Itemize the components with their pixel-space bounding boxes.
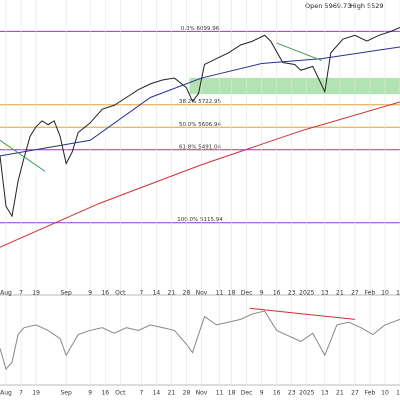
x-tick-label: 18: [228, 290, 236, 297]
x-tick-label: 7: [19, 390, 23, 397]
series-line: [0, 46, 400, 157]
x-tick-label: 21: [336, 390, 344, 397]
x-tick-label: Aug: [0, 290, 12, 297]
x-tick-label: 16: [273, 390, 281, 397]
fib-label: 38.2% 5722.95: [179, 99, 221, 105]
x-tick-label: 28: [183, 390, 191, 397]
x-tick-label: 18: [396, 290, 400, 297]
x-tick-label: Dec: [241, 390, 253, 397]
x-tick-label: Oct: [115, 290, 126, 297]
x-tick-label: 7: [139, 290, 143, 297]
x-tick-label: 9: [88, 290, 92, 297]
fib-label: 0.0% 6099.96: [181, 26, 220, 32]
open-label: Open 5969.73: [305, 2, 351, 10]
series-line: [0, 139, 46, 172]
x-tick-label: Nov: [196, 390, 208, 397]
x-tick-label: 11: [216, 290, 224, 297]
high-label: High 5529: [350, 2, 384, 10]
series-line: [0, 310, 400, 371]
x-tick-label: 21: [168, 290, 176, 297]
x-tick-label: 14: [153, 390, 161, 397]
x-tick-label: 2025: [299, 290, 314, 297]
x-tick-label: 7: [19, 290, 23, 297]
fib-label: 100.0% 5115.94: [177, 217, 223, 223]
x-tick-label: Feb: [365, 290, 376, 297]
x-tick-label: 19: [32, 290, 40, 297]
x-tick-label: 9: [88, 390, 92, 397]
x-tick-label: 18: [228, 390, 236, 397]
x-tick-label: 16: [273, 290, 281, 297]
fib-label: 50.0% 5606.94: [179, 122, 221, 128]
x-tick-label: Sep: [61, 290, 73, 297]
x-tick-label: Feb: [365, 390, 376, 397]
x-tick-label: 14: [153, 290, 161, 297]
x-tick-label: Aug: [0, 390, 12, 397]
series-line: [276, 42, 322, 62]
series-line: [0, 27, 400, 218]
x-tick-label: 21: [336, 290, 344, 297]
x-tick-label: Dec: [241, 290, 253, 297]
x-tick-label: 19: [32, 390, 40, 397]
x-tick-label: 16: [101, 290, 109, 297]
x-tick-label: 2025: [299, 390, 314, 397]
x-tick-label: 27: [351, 290, 359, 297]
x-tick-label: 13: [321, 290, 329, 297]
x-tick-label: 18: [396, 390, 400, 397]
x-tick-label: 28: [183, 290, 191, 297]
x-tick-label: 9: [260, 290, 264, 297]
fib-label: 61.8% 5491.04: [179, 144, 221, 150]
x-tick-label: 10: [381, 290, 389, 297]
zone: [189, 77, 400, 95]
x-tick-label: 21: [168, 390, 176, 397]
x-tick-label: 23: [288, 390, 296, 397]
x-tick-label: Sep: [61, 390, 73, 397]
x-tick-label: 11: [216, 390, 224, 397]
x-tick-label: Oct: [115, 390, 126, 397]
series-line: [0, 101, 400, 248]
x-tick-label: 7: [139, 390, 143, 397]
x-tick-label: 16: [101, 390, 109, 397]
x-tick-label: 9: [260, 390, 264, 397]
x-tick-label: 13: [321, 390, 329, 397]
series-line: [249, 307, 355, 320]
x-tick-label: 27: [351, 390, 359, 397]
x-tick-label: Nov: [196, 290, 208, 297]
x-tick-label: 10: [381, 390, 389, 397]
x-tick-label: 23: [288, 290, 296, 297]
